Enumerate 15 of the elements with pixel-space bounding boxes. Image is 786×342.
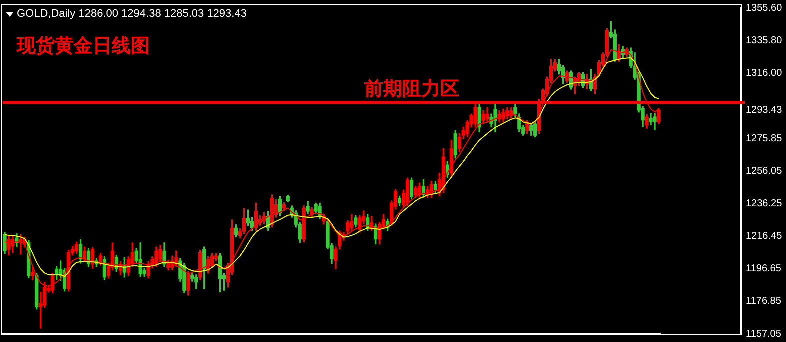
candlestick xyxy=(19,234,23,255)
y-tick-label: 1176.85 xyxy=(746,296,782,308)
y-tick-label: 1316.00 xyxy=(746,68,783,79)
y-tick-label: 1256.05 xyxy=(746,166,783,178)
y-tick-label: 1196.65 xyxy=(746,264,782,275)
y-tick-label: 1216.45 xyxy=(746,231,783,242)
y-tick-label: 1157.05 xyxy=(746,328,782,340)
y-tick-label: 1335.80 xyxy=(746,35,783,46)
annotation: GOLD,Daily 1286.00 1294.38 1285.03 1293.43 xyxy=(17,8,247,20)
ref-line-label: 前期阻力区 xyxy=(364,78,460,100)
y-tick-label: 1293.43 xyxy=(746,104,783,116)
y-tick-label: 1236.25 xyxy=(746,198,783,210)
y-tick-label: 1355.60 xyxy=(746,2,783,14)
y-tick-label: 1275.85 xyxy=(746,134,783,145)
text: 现货黄金日线图 xyxy=(17,34,150,59)
